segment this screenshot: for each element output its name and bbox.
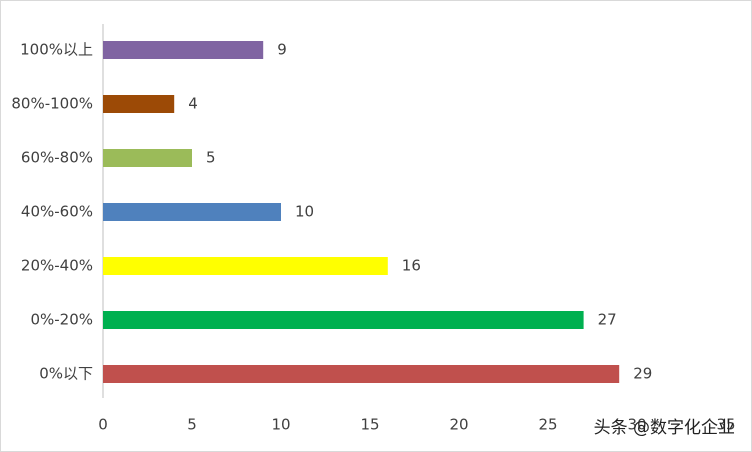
data-label: 16 <box>402 257 421 275</box>
watermark: 头条 @数字化企业 <box>594 418 735 438</box>
bar <box>103 311 584 329</box>
bar <box>103 41 264 59</box>
x-tick-label: 25 <box>538 416 557 434</box>
x-tick-label: 0 <box>98 416 108 434</box>
data-label: 27 <box>598 311 617 329</box>
y-tick-label: 0%以下 <box>39 365 93 383</box>
data-label: 4 <box>188 95 198 113</box>
x-tick-label: 5 <box>187 416 197 434</box>
y-tick-label: 20%-40% <box>21 257 93 275</box>
x-tick-label: 30 <box>627 416 646 434</box>
bar <box>103 365 620 383</box>
y-tick-label: 0%-20% <box>30 311 93 329</box>
bar <box>103 149 192 167</box>
bar <box>103 203 281 221</box>
data-label: 29 <box>633 365 652 383</box>
x-tick-label: 15 <box>360 416 379 434</box>
data-label: 10 <box>295 203 314 221</box>
x-tick-label: 35 <box>716 416 735 434</box>
data-label: 9 <box>277 41 287 59</box>
y-tick-label: 100%以上 <box>20 41 93 59</box>
y-tick-label: 80%-100% <box>11 95 93 113</box>
y-tick-label: 40%-60% <box>21 203 93 221</box>
y-tick-label: 60%-80% <box>21 149 93 167</box>
bar <box>103 95 175 113</box>
bar <box>103 257 388 275</box>
x-tick-label: 10 <box>271 416 290 434</box>
data-label: 5 <box>206 149 216 167</box>
x-tick-label: 20 <box>449 416 468 434</box>
